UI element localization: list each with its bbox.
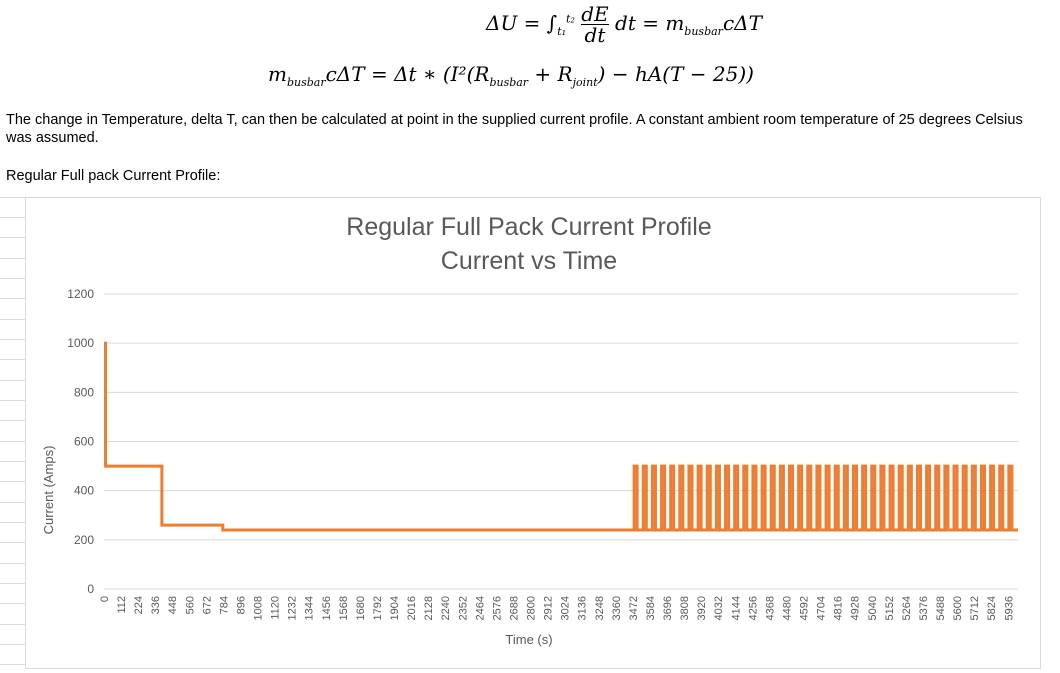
x-tick-label: 336 bbox=[150, 596, 162, 614]
x-tick-label: 4032 bbox=[713, 596, 725, 620]
spreadsheet-gridlines bbox=[0, 197, 25, 667]
x-tick-label: 5488 bbox=[935, 596, 947, 620]
x-tick-label: 4704 bbox=[816, 596, 828, 620]
y-tick-label: 1200 bbox=[67, 287, 94, 301]
heat-balance-equation: mbusbarcΔT = Δt ∗ (I²(Rbusbar + Rjoint) … bbox=[268, 62, 754, 89]
x-tick-label: 5152 bbox=[884, 596, 896, 620]
x-tick-label: 5264 bbox=[901, 596, 913, 620]
x-tick-label: 2128 bbox=[423, 596, 435, 620]
x-tick-label: 2576 bbox=[491, 596, 503, 620]
x-tick-label: 4592 bbox=[799, 596, 811, 620]
x-tick-label: 3024 bbox=[560, 596, 572, 620]
x-tick-label: 5936 bbox=[1003, 596, 1015, 620]
x-tick-label: 1792 bbox=[372, 596, 384, 620]
x-tick-label: 784 bbox=[218, 596, 230, 614]
x-tick-label: 2016 bbox=[406, 596, 418, 620]
x-tick-label: 3472 bbox=[628, 596, 640, 620]
x-tick-label: 224 bbox=[133, 596, 145, 614]
chart-container: Regular Full Pack Current Profile Curren… bbox=[25, 197, 1041, 669]
x-tick-label: 1344 bbox=[304, 596, 316, 620]
x-tick-label: 672 bbox=[201, 596, 213, 614]
x-tick-label: 1568 bbox=[338, 596, 350, 620]
x-tick-label: 1232 bbox=[287, 596, 299, 620]
x-tick-label: 3136 bbox=[577, 596, 589, 620]
x-tick-label: 4816 bbox=[833, 596, 845, 620]
y-axis-label: Current (Amps) bbox=[41, 446, 56, 535]
y-tick-label: 1000 bbox=[67, 336, 94, 350]
x-tick-label: 2912 bbox=[543, 596, 555, 620]
x-tick-label: 4144 bbox=[730, 596, 742, 620]
x-tick-label: 4368 bbox=[764, 596, 776, 620]
current-series-line bbox=[104, 341, 1018, 532]
x-tick-label: 3920 bbox=[696, 596, 708, 620]
x-tick-label: 2240 bbox=[440, 596, 452, 620]
x-tick-label: 2688 bbox=[508, 596, 520, 620]
x-tick-label: 2800 bbox=[526, 596, 538, 620]
y-tick-label: 0 bbox=[87, 582, 94, 596]
x-tick-label: 448 bbox=[167, 596, 179, 614]
y-tick-label: 600 bbox=[74, 435, 94, 449]
x-tick-label: 3584 bbox=[645, 596, 657, 620]
x-tick-label: 4480 bbox=[781, 596, 793, 620]
x-tick-label: 3248 bbox=[594, 596, 606, 620]
x-tick-label: 4256 bbox=[747, 596, 759, 620]
x-tick-label: 1008 bbox=[253, 596, 265, 620]
x-tick-label: 5040 bbox=[867, 596, 879, 620]
chart-subtitle: Current vs Time bbox=[441, 247, 617, 275]
x-axis-label: Time (s) bbox=[505, 632, 552, 647]
x-tick-label: 560 bbox=[184, 596, 196, 614]
chart-title: Regular Full Pack Current Profile bbox=[346, 213, 711, 241]
x-tick-label: 4928 bbox=[850, 596, 862, 620]
x-tick-label: 5712 bbox=[969, 596, 981, 620]
energy-equation: ΔU = ∫t₁t₂ dE dt dt = mbusbarcΔT bbox=[486, 2, 762, 47]
x-tick-label: 2464 bbox=[474, 596, 486, 620]
body-paragraph: The change in Temperature, delta T, can … bbox=[6, 112, 1023, 146]
current-profile-chart: Regular Full Pack Current Profile Curren… bbox=[41, 213, 1018, 647]
x-tick-label: 3696 bbox=[662, 596, 674, 620]
x-tick-label: 896 bbox=[235, 596, 247, 614]
x-tick-label: 5600 bbox=[952, 596, 964, 620]
x-tick-label: 1904 bbox=[389, 596, 401, 620]
y-tick-label: 400 bbox=[74, 484, 94, 498]
y-tick-label: 800 bbox=[74, 385, 94, 399]
x-tick-label: 0 bbox=[99, 596, 111, 602]
x-tick-label: 3808 bbox=[679, 596, 691, 620]
x-tick-label: 3360 bbox=[611, 596, 623, 620]
x-tick-label: 5824 bbox=[986, 596, 998, 620]
x-tick-label: 5376 bbox=[918, 596, 930, 620]
x-tick-label: 1456 bbox=[321, 596, 333, 620]
x-tick-label: 2352 bbox=[457, 596, 469, 620]
y-tick-label: 200 bbox=[74, 533, 94, 547]
chart-caption: Regular Full pack Current Profile: bbox=[6, 168, 221, 184]
x-tick-label: 112 bbox=[116, 596, 128, 614]
x-tick-label: 1680 bbox=[355, 596, 367, 620]
x-tick-label: 1120 bbox=[270, 596, 282, 620]
